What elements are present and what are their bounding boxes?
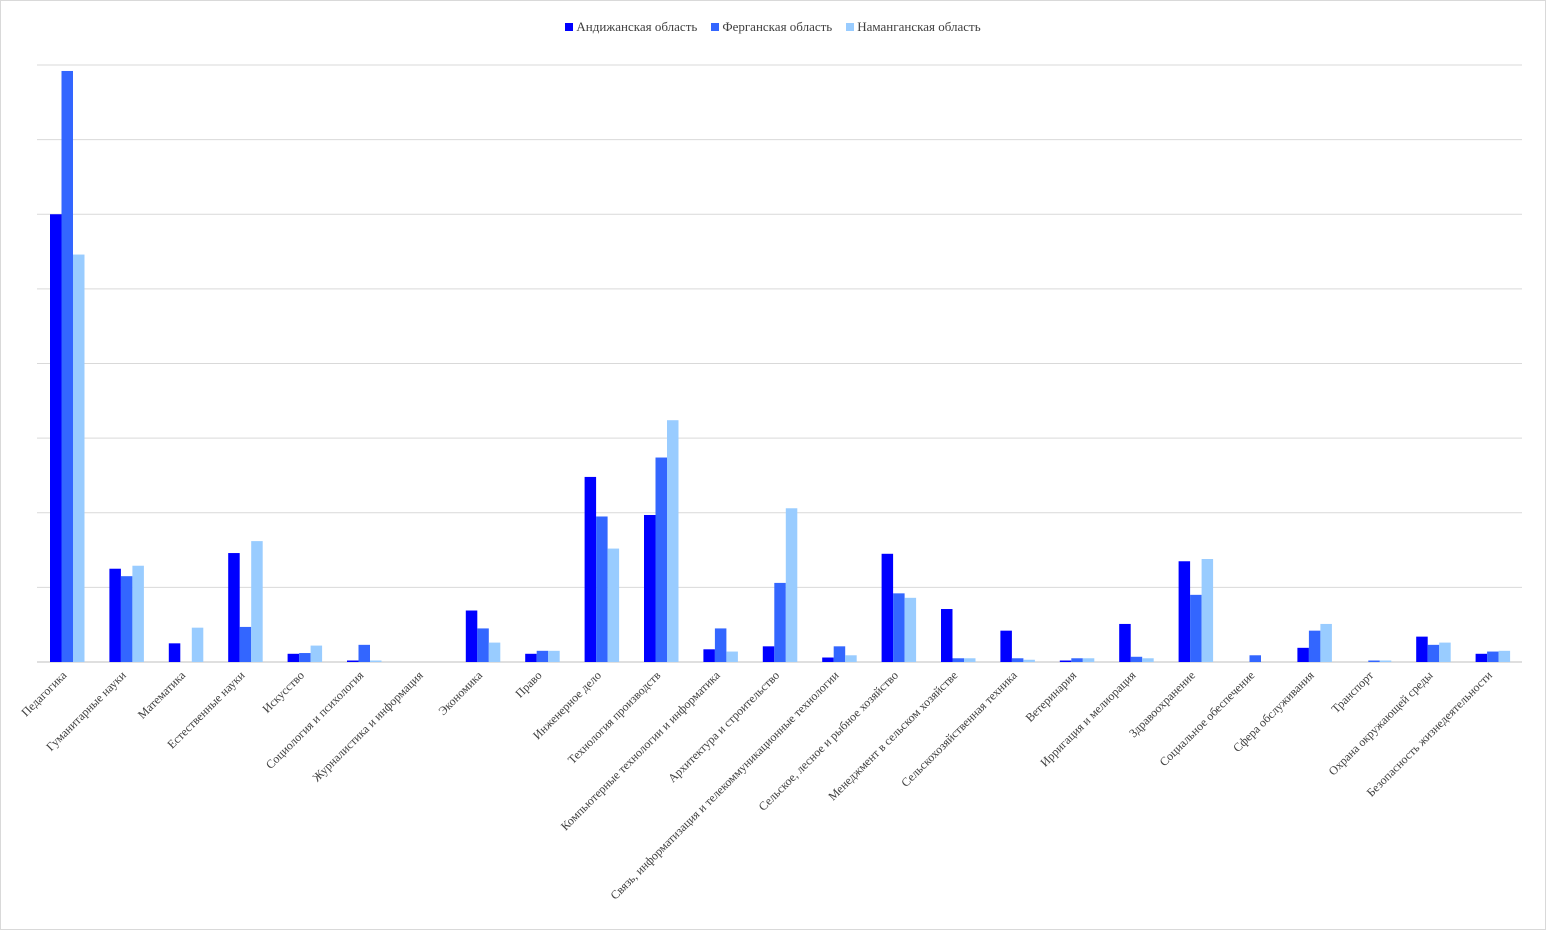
bar-namangan-23 [1439,642,1451,662]
bar-namangan-14 [904,597,917,662]
chart-legend: Андижанская область Ферганская область Н… [0,19,1546,35]
bar-namangan-12 [785,508,798,662]
x-tick-label: Ирригация и мелиорация [1037,668,1139,770]
bar-fergana-13 [833,646,846,662]
legend-item-fergana: Ферганская область [711,19,832,35]
bar-namangan-13 [845,655,857,662]
bar-fergana-3 [239,626,252,662]
x-tick-label: Право [512,668,544,700]
bar-fergana-12 [774,582,786,662]
legend-label-namangan: Наманганская область [857,19,981,34]
bar-andijan-23 [1416,636,1428,662]
bar-andijan-13 [822,657,834,662]
bar-andijan-2 [168,643,181,662]
bar-namangan-0 [73,254,85,663]
bar-fergana-19 [1190,594,1202,662]
bar-namangan-21 [1320,623,1332,662]
legend-item-andijan: Андижанская область [565,19,697,35]
bar-andijan-10 [644,514,656,662]
bar-andijan-19 [1178,561,1191,662]
bar-andijan-15 [941,609,953,662]
x-tick-label: Искусство [259,668,306,715]
bar-andijan-16 [1000,630,1012,662]
bar-namangan-11 [726,651,738,662]
bar-andijan-18 [1119,623,1131,662]
bar-andijan-14 [881,553,894,662]
bar-fergana-11 [714,628,727,662]
bar-fergana-8 [536,650,549,662]
bar-andijan-12 [762,646,775,662]
bar-namangan-16 [1023,659,1035,662]
x-tick-label: Охрана окружающей среды [1326,668,1436,778]
bar-andijan-1 [109,568,121,662]
bar-namangan-3 [251,541,263,662]
bar-fergana-14 [893,593,905,662]
bar-andijan-11 [703,649,715,662]
bar-andijan-24 [1475,653,1488,662]
x-tick-label: Журналистика и информация [309,668,426,785]
bar-fergana-5 [358,644,370,662]
legend-swatch-fergana [711,23,720,31]
x-tick-label: Менеджмент в сельском хозяйстве [825,668,960,803]
bar-namangan-8 [548,650,560,662]
bar-fergana-23 [1427,644,1440,662]
bar-namangan-10 [667,420,679,662]
legend-item-namangan: Наманганская область [846,19,981,35]
legend-label-andijan: Андижанская область [576,19,698,34]
bar-namangan-24 [1498,650,1511,662]
bar-andijan-7 [465,610,478,662]
x-tick-label: Педагогика [18,668,70,720]
bar-andijan-3 [228,553,240,662]
bar-namangan-9 [607,548,620,662]
bar-andijan-17 [1059,660,1072,662]
bar-namangan-1 [132,565,144,662]
x-tick-label: Социология и психология [263,668,367,772]
bar-fergana-7 [477,628,489,662]
x-tick-label: Математика [135,668,189,722]
bar-namangan-19 [1201,559,1214,662]
bar-namangan-18 [1142,658,1154,662]
bar-namangan-22 [1379,660,1392,662]
bar-fergana-17 [1071,658,1083,662]
bar-fergana-1 [120,576,133,662]
x-tick-label: Сельскохозяйственная техника [898,668,1020,790]
bar-fergana-16 [1011,658,1024,662]
bar-fergana-22 [1368,660,1380,662]
bar-fergana-21 [1308,630,1321,662]
bar-fergana-9 [596,516,608,662]
legend-swatch-namangan [846,23,855,31]
x-tick-label: Ветеринария [1023,668,1080,725]
bars [50,70,1511,663]
bar-fergana-18 [1130,656,1143,662]
legend-swatch-andijan [565,23,574,31]
bar-andijan-0 [50,214,62,662]
bar-fergana-20 [1249,655,1261,662]
bar-fergana-15 [952,658,964,662]
bar-andijan-9 [584,476,597,662]
bar-fergana-0 [61,70,73,663]
bar-andijan-21 [1297,647,1309,662]
bar-namangan-15 [964,658,976,662]
bar-namangan-5 [370,660,382,662]
legend-label-fergana: Ферганская область [722,19,833,34]
gridlines [37,64,1522,663]
bar-namangan-2 [191,627,204,662]
x-tick-label: Экономика [435,668,485,718]
bar-fergana-4 [299,653,311,662]
bar-fergana-10 [655,457,667,662]
x-tick-label: Безопасность жизнедеятельности [1364,668,1496,800]
bar-andijan-8 [525,653,537,662]
bar-fergana-24 [1487,651,1499,662]
x-tick-label: Архитектура и строительство [665,668,782,785]
bar-andijan-4 [287,653,300,662]
bar-namangan-17 [1082,658,1095,662]
x-tick-label: Связь, информатизация и телекоммуникацио… [607,668,842,903]
bar-andijan-5 [347,660,359,662]
x-tick-label: Транспорт [1328,668,1376,716]
bar-namangan-4 [310,645,323,662]
bar-namangan-7 [488,642,501,662]
